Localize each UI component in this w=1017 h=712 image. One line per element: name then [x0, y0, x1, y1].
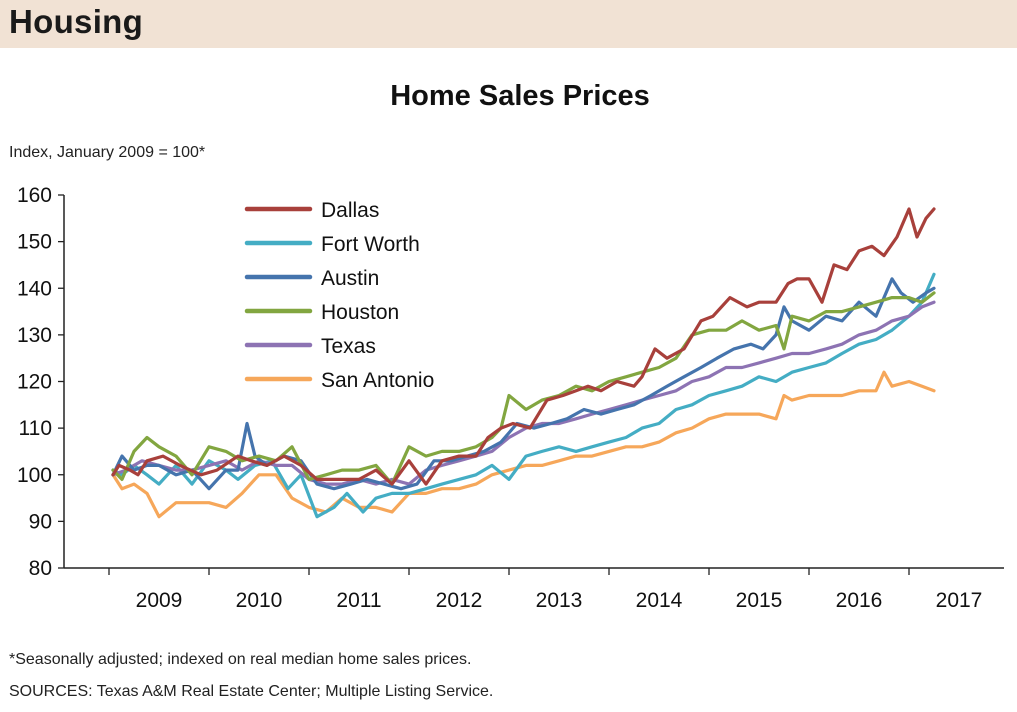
y-axis-label: Index, January 2009 = 100* — [9, 144, 206, 161]
legend-label: Fort Worth — [321, 233, 420, 256]
y-tick-label: 140 — [17, 277, 52, 300]
y-tick-label: 160 — [17, 184, 52, 207]
y-tick-label: 130 — [17, 324, 52, 347]
x-tick-label: 2014 — [636, 589, 683, 612]
series-line-houston — [111, 291, 936, 486]
x-tick-label: 2015 — [736, 589, 783, 612]
y-tick-label: 120 — [17, 371, 52, 394]
chart-title: Home Sales Prices — [390, 80, 650, 112]
y-tick-label: 100 — [17, 464, 52, 487]
y-tick-label: 150 — [17, 231, 52, 254]
x-tick-label: 2016 — [836, 589, 883, 612]
x-tick-label: 2012 — [436, 589, 483, 612]
x-tick-label: 2017 — [936, 589, 983, 612]
footnote-adjustment: *Seasonally adjusted; indexed on real me… — [9, 651, 472, 668]
y-tick-label: 80 — [29, 557, 52, 580]
legend: Dallas Fort Worth Austin Houston Texas San An… — [244, 199, 434, 392]
x-tick-label: 2013 — [536, 589, 583, 612]
x-tick-label: 2010 — [236, 589, 283, 612]
series-line-fort-worth — [111, 272, 936, 519]
series-line-dallas — [111, 207, 936, 486]
legend-label: Dallas — [321, 199, 379, 222]
axes: 80 90 100 110 120 130 140 150 160 2009 2010 2011 201… — [17, 184, 1004, 612]
header-band — [0, 0, 1017, 48]
section-title: Housing — [9, 3, 144, 40]
legend-label: Houston — [321, 301, 399, 324]
y-tick-label: 90 — [29, 510, 52, 533]
x-tick-label: 2009 — [136, 589, 183, 612]
series-line-san-antonio — [111, 370, 936, 519]
series-layer — [111, 207, 936, 519]
footnote-sources: SOURCES: Texas A&M Real Estate Center; M… — [9, 683, 494, 700]
x-tick-label: 2011 — [336, 589, 381, 612]
legend-label: San Antonio — [321, 369, 434, 392]
y-tick-label: 110 — [19, 417, 52, 440]
legend-label: Texas — [321, 335, 376, 358]
legend-label: Austin — [321, 267, 379, 290]
